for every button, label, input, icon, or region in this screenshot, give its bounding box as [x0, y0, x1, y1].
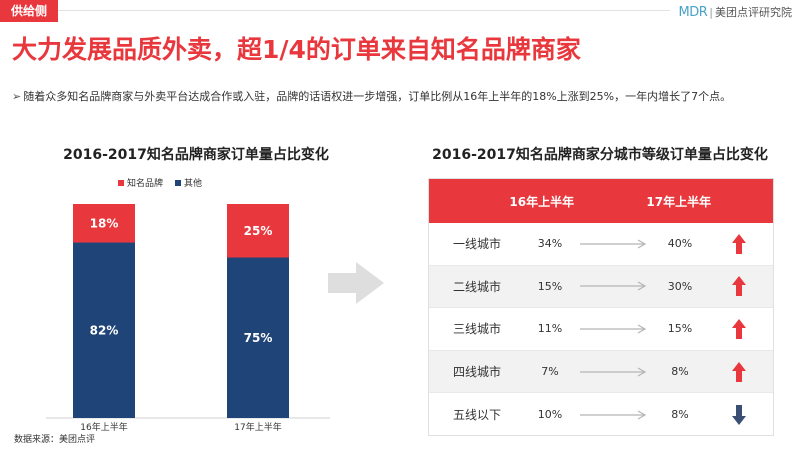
transition-arrow-icon — [328, 262, 384, 304]
table-header-h16: 16年上半年 — [509, 194, 575, 209]
x-tick-label-1: 17年上半年 — [234, 421, 281, 433]
city-tier-label: 二线城市 — [452, 279, 501, 294]
city-tier-label: 一线城市 — [452, 237, 501, 252]
value-h16: 34% — [537, 237, 563, 251]
table-row: 二线城市 15% 30% — [429, 265, 773, 309]
value-h17: 15% — [667, 322, 693, 336]
right-arrow-icon — [575, 281, 655, 291]
trend-up-icon — [705, 318, 773, 339]
legend-item-brand: 知名品牌 — [118, 176, 163, 189]
value-h16: 10% — [537, 408, 563, 422]
table-header-h17: 17年上半年 — [646, 194, 712, 209]
right-arrow-icon — [575, 367, 655, 377]
data-label-brand-1: 25% — [244, 224, 273, 238]
trend-up-icon — [705, 276, 773, 297]
value-h17: 30% — [667, 279, 693, 293]
chart-legend: 知名品牌 其他 — [118, 176, 202, 189]
brand-logo: MDR | 美团点评研究院 — [679, 4, 792, 20]
city-tier-label: 四线城市 — [452, 365, 501, 380]
page-title: 大力发展品质外卖，超1/4的订单来自知名品牌商家 — [12, 35, 581, 64]
data-label-other-1: 75% — [244, 331, 273, 345]
value-h17: 8% — [671, 365, 689, 379]
trend-up-icon — [705, 361, 773, 382]
bar-segment-brand-1 — [227, 204, 289, 258]
value-h17: 40% — [667, 237, 693, 251]
right-arrow-icon — [575, 410, 655, 420]
trend-down-icon — [705, 404, 773, 425]
top-divider — [58, 10, 670, 11]
data-source: 数据来源：美团点评 — [14, 435, 96, 445]
x-tick-label-0: 16年上半年 — [80, 421, 127, 433]
table-header: 16年上半年 17年上半年 — [429, 179, 773, 223]
legend-swatch-brand — [118, 179, 124, 186]
value-h16: 11% — [537, 322, 563, 336]
table-row: 五线以下 10% 8% — [429, 393, 773, 436]
legend-label-other: 其他 — [184, 179, 203, 189]
right-arrow-icon — [575, 324, 655, 334]
city-tier-label: 五线以下 — [452, 408, 501, 423]
value-h16: 15% — [537, 279, 563, 293]
page-subtitle: ➢ 随着众多知名品牌商家与外卖平台达成合作或入驻，品牌的话语权进一步增强，订单比例… — [12, 88, 731, 104]
legend-swatch-other — [175, 179, 182, 186]
bar-segment-brand-0 — [73, 204, 135, 243]
table-row: 一线城市 34% 40% — [429, 223, 773, 266]
section-badge: 供给侧 — [0, 0, 58, 22]
table-row: 四线城市 7% 8% — [429, 350, 773, 394]
trend-up-icon — [705, 233, 773, 254]
legend-label-brand: 知名品牌 — [127, 179, 164, 189]
table-title: 2016-2017知名品牌商家分城市等级订单量占比变化 — [432, 147, 768, 163]
legend-item-other: 其他 — [175, 176, 202, 189]
stacked-bar-chart: 82% 18% 16年上半年 75% 25% 17年上半年 — [46, 204, 330, 433]
chart-title: 2016-2017知名品牌商家订单量占比变化 — [63, 147, 329, 163]
brand-name: 美团点评研究院 — [715, 6, 792, 19]
subtitle-text: 随着众多知名品牌商家与外卖平台达成合作或入驻，品牌的话语权进一步增强，订单比例从… — [23, 90, 732, 103]
bullet-arrow-icon: ➢ — [12, 90, 22, 103]
brand-mark: MDR — [678, 4, 708, 20]
data-label-other-0: 82% — [90, 323, 119, 337]
data-label-brand-0: 18% — [90, 216, 119, 230]
city-tier-label: 三线城市 — [452, 322, 501, 337]
brand-separator: | — [709, 5, 713, 19]
right-arrow-icon — [575, 239, 655, 249]
table-row: 三线城市 11% 15% — [429, 308, 773, 351]
value-h17: 8% — [671, 408, 689, 422]
value-h16: 7% — [541, 365, 559, 379]
bar-segment-other-0 — [73, 242, 135, 418]
table-body: 一线城市 34% 40% 二线城市 15% 30% 三线城市 11% 15% 四线城市 7% 8% 五线… — [429, 223, 773, 436]
city-tier-table: 16年上半年 17年上半年 一线城市 34% 40% 二线城市 15% 30% 三线城市 11… — [428, 178, 774, 436]
bar-segment-other-1 — [227, 257, 289, 418]
